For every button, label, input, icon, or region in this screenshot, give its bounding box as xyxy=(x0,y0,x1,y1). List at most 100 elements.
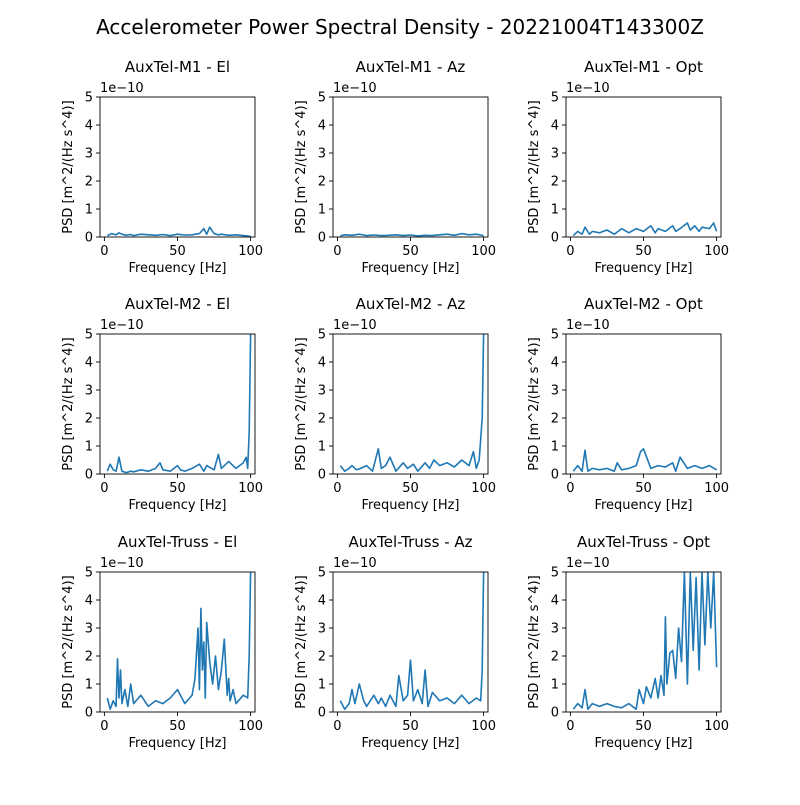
y-offset-label: 1e−10 xyxy=(333,556,377,571)
x-tick-label: 50 xyxy=(635,244,652,259)
subplot-title: AuxTel-M1 - Opt xyxy=(584,58,703,76)
x-tick-label: 0 xyxy=(100,719,108,734)
y-tick-label: 2 xyxy=(85,175,93,190)
subplot-title: AuxTel-M1 - Az xyxy=(356,58,466,76)
x-tick-label: 50 xyxy=(169,481,186,496)
subplot: AuxTel-M2 - El 0 50 100 0 1 2 3 4 5 1e−10 Frequency… xyxy=(61,295,263,513)
x-axis-label: Frequency [Hz] xyxy=(594,498,692,513)
y-tick-label: 2 xyxy=(318,650,326,665)
subplot-title: AuxTel-Truss - Opt xyxy=(577,533,710,551)
y-tick-label: 5 xyxy=(551,91,559,106)
y-tick-label: 4 xyxy=(85,594,93,609)
x-tick-label: 0 xyxy=(566,719,574,734)
subplot-title: AuxTel-Truss - El xyxy=(118,533,238,551)
subplot: AuxTel-M1 - Az 0 50 100 0 1 2 3 4 5 1e−10 Frequency… xyxy=(294,58,496,276)
y-tick-label: 5 xyxy=(85,328,93,343)
x-tick-label: 0 xyxy=(566,244,574,259)
y-tick-label: 0 xyxy=(551,706,559,721)
x-tick-label: 50 xyxy=(402,244,419,259)
x-tick-label: 0 xyxy=(566,481,574,496)
subplot: AuxTel-Truss - Opt 0 50 100 0 1 2 3 4 5 1e−10 Frequ… xyxy=(527,533,729,751)
y-tick-label: 0 xyxy=(318,231,326,246)
x-tick-label: 50 xyxy=(169,719,186,734)
y-tick-label: 4 xyxy=(551,594,559,609)
y-tick-label: 1 xyxy=(318,203,326,218)
y-offset-label: 1e−10 xyxy=(333,81,377,96)
y-tick-label: 3 xyxy=(85,147,93,162)
x-tick-label: 50 xyxy=(635,481,652,496)
y-tick-label: 0 xyxy=(85,706,93,721)
y-tick-label: 3 xyxy=(551,147,559,162)
y-tick-label: 2 xyxy=(551,175,559,190)
subplot: AuxTel-M1 - Opt 0 50 100 0 1 2 3 4 5 1e−10 Frequenc… xyxy=(527,58,729,276)
y-tick-label: 3 xyxy=(85,622,93,637)
y-axis-label: PSD [m^2/(Hz s^4)] xyxy=(61,337,76,470)
y-tick-label: 1 xyxy=(85,440,93,455)
subplot-title: AuxTel-M2 - El xyxy=(125,295,230,313)
psd-series-line xyxy=(106,334,252,474)
y-tick-label: 1 xyxy=(85,678,93,693)
y-tick-label: 1 xyxy=(318,678,326,693)
y-tick-label: 5 xyxy=(551,328,559,343)
y-tick-label: 5 xyxy=(85,566,93,581)
y-tick-label: 5 xyxy=(85,91,93,106)
y-tick-label: 2 xyxy=(551,412,559,427)
y-tick-label: 3 xyxy=(318,384,326,399)
subplot-title: AuxTel-Truss - Az xyxy=(348,533,472,551)
y-tick-label: 5 xyxy=(318,566,326,581)
x-tick-label: 50 xyxy=(402,719,419,734)
y-tick-label: 1 xyxy=(318,440,326,455)
y-tick-label: 3 xyxy=(551,384,559,399)
y-axis-label: PSD [m^2/(Hz s^4)] xyxy=(294,337,309,470)
x-axis-label: Frequency [Hz] xyxy=(361,498,459,513)
y-tick-label: 2 xyxy=(551,650,559,665)
y-tick-label: 1 xyxy=(551,678,559,693)
x-tick-label: 100 xyxy=(704,244,729,259)
y-tick-label: 3 xyxy=(85,384,93,399)
x-tick-label: 50 xyxy=(635,719,652,734)
x-tick-label: 100 xyxy=(471,481,496,496)
psd-series-line xyxy=(106,226,251,237)
y-offset-label: 1e−10 xyxy=(100,318,144,333)
y-tick-label: 2 xyxy=(318,412,326,427)
y-offset-label: 1e−10 xyxy=(100,556,144,571)
y-tick-label: 5 xyxy=(551,566,559,581)
y-axis-label: PSD [m^2/(Hz s^4)] xyxy=(61,575,76,708)
y-tick-label: 0 xyxy=(551,468,559,483)
y-tick-label: 3 xyxy=(318,147,326,162)
x-axis-label: Frequency [Hz] xyxy=(361,261,459,276)
x-axis-label: Frequency [Hz] xyxy=(594,736,692,751)
y-offset-label: 1e−10 xyxy=(333,318,377,333)
subplot: AuxTel-M2 - Az 0 50 100 0 1 2 3 4 5 1e−10 Frequency… xyxy=(294,295,496,513)
psd-series-line xyxy=(572,222,718,237)
y-tick-label: 1 xyxy=(85,203,93,218)
y-tick-label: 4 xyxy=(85,356,93,371)
x-tick-label: 0 xyxy=(100,481,108,496)
y-tick-label: 2 xyxy=(85,412,93,427)
y-tick-label: 3 xyxy=(318,622,326,637)
x-axis-label: Frequency [Hz] xyxy=(128,498,226,513)
y-tick-label: 5 xyxy=(318,328,326,343)
y-tick-label: 0 xyxy=(85,468,93,483)
x-axis-label: Frequency [Hz] xyxy=(594,261,692,276)
y-axis-label: PSD [m^2/(Hz s^4)] xyxy=(527,575,542,708)
x-tick-label: 100 xyxy=(704,719,729,734)
y-tick-label: 1 xyxy=(551,203,559,218)
subplot-title: AuxTel-M2 - Az xyxy=(356,295,466,313)
y-axis-label: PSD [m^2/(Hz s^4)] xyxy=(294,100,309,233)
psd-series-line xyxy=(572,447,717,473)
y-tick-label: 2 xyxy=(318,175,326,190)
x-tick-label: 100 xyxy=(238,719,263,734)
y-axis-label: PSD [m^2/(Hz s^4)] xyxy=(294,575,309,708)
psd-series-line xyxy=(106,572,252,711)
x-axis-label: Frequency [Hz] xyxy=(128,261,226,276)
y-tick-label: 4 xyxy=(318,356,326,371)
y-axis-label: PSD [m^2/(Hz s^4)] xyxy=(527,100,542,233)
y-tick-label: 0 xyxy=(318,468,326,483)
subplot-title: AuxTel-M2 - Opt xyxy=(584,295,703,313)
subplot-title: AuxTel-M1 - El xyxy=(125,58,230,76)
x-tick-label: 0 xyxy=(333,481,341,496)
x-axis-label: Frequency [Hz] xyxy=(361,736,459,751)
subplot: AuxTel-M2 - Opt 0 50 100 0 1 2 3 4 5 1e−10 Frequenc… xyxy=(527,295,729,513)
